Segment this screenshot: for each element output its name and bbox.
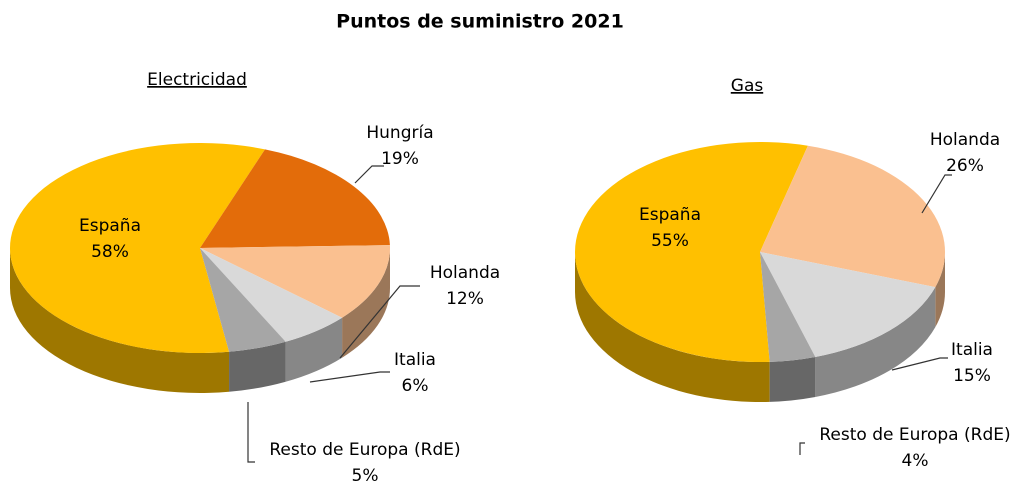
pie-slice — [574, 141, 808, 362]
pie-side — [229, 341, 286, 392]
pie-side — [769, 356, 816, 402]
pie-slice — [9, 143, 265, 353]
pie-side — [575, 252, 770, 402]
leader-line — [921, 174, 952, 214]
pie-side — [10, 248, 230, 393]
slice-label: Italia — [951, 340, 993, 360]
slice-label: Resto de Europa (RdE) — [269, 440, 460, 460]
pie-side — [285, 317, 343, 382]
slice-label: Hungría — [366, 123, 433, 143]
slice-value-label: 6% — [402, 376, 429, 396]
slice-label: Holanda — [430, 263, 500, 283]
slice-value-label: 4% — [902, 451, 929, 471]
pie-side — [815, 287, 936, 397]
slice-value-label: 12% — [446, 289, 484, 309]
slice-value-label: 5% — [352, 466, 379, 483]
pie-slice — [760, 252, 816, 362]
pie-title: Electricidad — [147, 70, 247, 90]
slice-value-label: 15% — [953, 366, 991, 386]
pie-slice — [760, 145, 946, 288]
pie-slice — [200, 248, 343, 342]
slice-value-label: 26% — [946, 156, 984, 176]
slice-value-label: 58% — [91, 242, 129, 262]
slice-label: España — [79, 216, 141, 236]
leader-line — [799, 442, 805, 455]
pie-side — [935, 252, 945, 328]
slice-label: Italia — [394, 350, 436, 370]
leader-line — [354, 165, 384, 184]
pie-slice — [200, 248, 286, 352]
pie-slice — [760, 252, 936, 357]
pie-slice — [200, 245, 391, 318]
slice-label: Holanda — [930, 130, 1000, 150]
slice-value-label: 19% — [381, 149, 419, 169]
leader-line — [309, 371, 390, 383]
pie-slice — [200, 149, 390, 248]
pie-title: Gas — [731, 76, 764, 96]
leader-line — [891, 357, 948, 371]
slice-value-label: 55% — [651, 231, 689, 251]
slice-label: Resto de Europa (RdE) — [819, 425, 1010, 445]
chart-title: Puntos de suministro 2021 — [336, 11, 624, 33]
leader-line — [339, 285, 420, 359]
pie-side — [342, 248, 390, 358]
leader-line — [247, 402, 255, 463]
slice-label: España — [639, 205, 701, 225]
